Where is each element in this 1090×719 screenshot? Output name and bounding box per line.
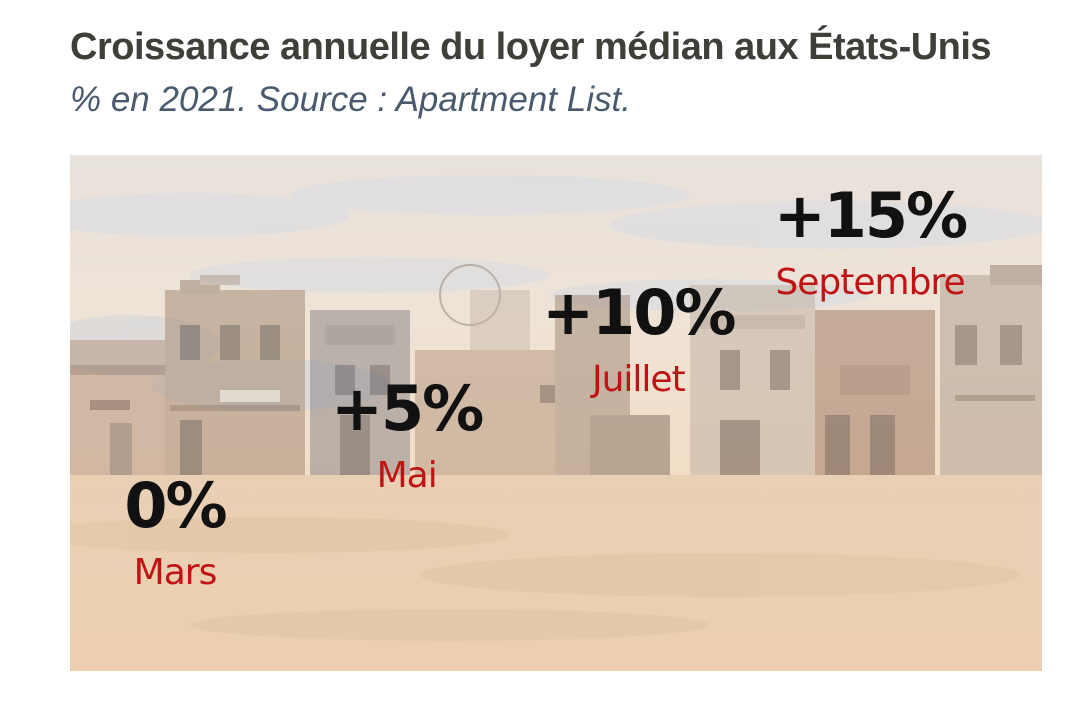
chart-panel: 0% Mars +5% Mai +10% Juillet +15% Septembre [70, 155, 1042, 671]
value-label: 0% [124, 469, 227, 542]
chart-subtitle: % en 2021. Source : Apartment List. [70, 80, 631, 119]
category-label: Mars [133, 552, 218, 593]
category-label: Mai [376, 455, 438, 497]
category-label: Juillet [591, 358, 686, 400]
category-label: Septembre [775, 262, 965, 303]
value-label: +5% [331, 372, 484, 446]
western-town-background [70, 155, 1042, 671]
chart-title: Croissance annuelle du loyer médian aux … [70, 26, 992, 68]
value-label: +10% [542, 275, 736, 349]
value-label: +15% [773, 179, 968, 252]
